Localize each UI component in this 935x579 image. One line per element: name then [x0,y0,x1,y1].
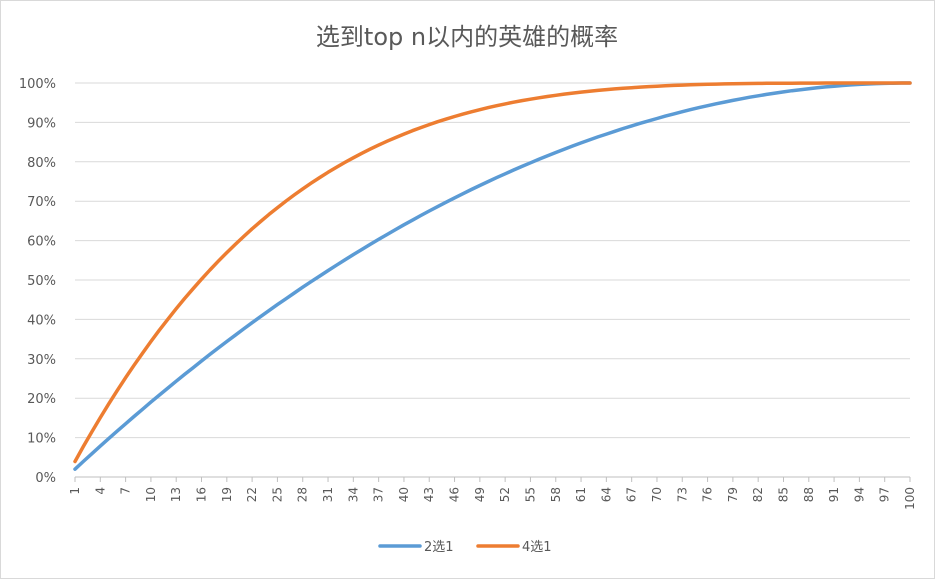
x-tick-label: 40 [397,487,411,502]
y-tick-label: 0% [35,471,56,486]
y-tick-label: 80% [27,156,56,171]
y-tick-label: 100% [19,77,56,92]
x-tick-label: 37 [372,487,386,502]
series-line-1 [73,81,912,471]
x-tick-label: 70 [650,487,664,502]
x-tick-label: 58 [549,487,563,502]
x-tick-label: 49 [473,487,487,502]
x-tick-label: 55 [523,487,537,502]
x-tick-label: 13 [169,487,183,502]
legend-label: 4选1 [522,540,552,555]
x-tick-label: 79 [726,487,740,502]
y-tick-label: 70% [27,195,56,210]
y-tick-label: 40% [27,313,56,328]
x-tick-label: 100 [903,487,917,510]
y-tick-label: 10% [27,432,56,447]
legend: 2选1 4选1 [378,540,552,555]
x-tick-label: 64 [599,487,613,502]
x-tick-label: 1 [68,487,82,495]
x-tick-label: 43 [422,487,436,502]
x-tick-label: 34 [346,487,360,502]
x-tick-label: 4 [93,487,107,495]
x-tick-label: 25 [270,487,284,502]
x-tick-label: 91 [827,487,841,502]
x-tick-label: 19 [220,487,234,502]
x-tick-label: 97 [878,487,892,502]
y-tick-label: 90% [27,116,56,131]
chart-title: 选到top n以内的英雄的概率 [316,23,618,51]
y-tick-label: 50% [27,274,56,289]
x-tick-label: 10 [144,487,158,502]
x-tick-label: 85 [776,487,790,502]
x-tick-label: 73 [675,487,689,502]
y-tick-label: 30% [27,353,56,368]
x-tick-label: 61 [574,487,588,502]
y-tick-label: 20% [27,392,56,407]
legend-label: 2选1 [424,540,454,555]
x-tick-label: 52 [498,487,512,502]
x-tick-label: 46 [448,487,462,502]
x-tick-label: 76 [701,487,715,502]
y-axis: 0% 10% 20% 30% 40% 50% 60% 70% 80% 90% 100% [19,77,56,486]
x-tick-label: 28 [296,487,310,502]
x-tick-label: 88 [802,487,816,502]
y-tick-label: 60% [27,235,56,250]
x-tick-label: 31 [321,487,335,502]
series-lines [73,81,912,471]
x-tick-label: 22 [245,487,259,502]
x-tick-label: 94 [852,487,866,502]
x-axis: 1 4 7 10 13 16 19 22 25 28 31 34 37 40 43 46 49 52 55 58 61 6… [68,477,917,510]
x-tick-label: 7 [119,487,133,495]
gridlines [75,82,910,478]
series-line-2 [73,81,912,464]
x-tick-label: 67 [625,487,639,502]
x-tick-label: 16 [195,487,209,502]
x-tick-label: 82 [751,487,765,502]
